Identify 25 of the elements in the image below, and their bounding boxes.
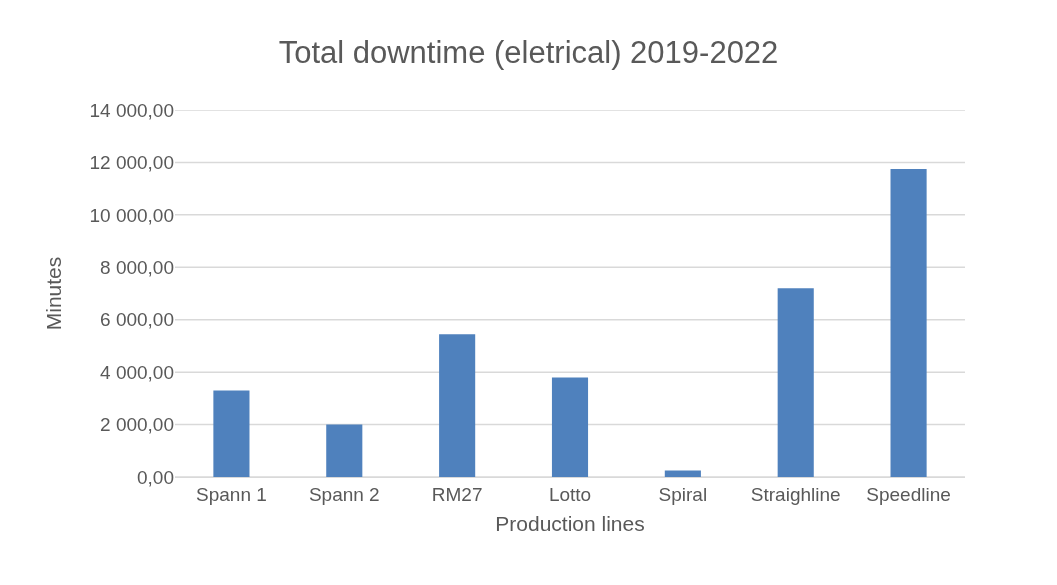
y-tick-label: 2 000,00 — [100, 414, 174, 436]
chart-title: Total downtime (eletrical) 2019-2022 — [278, 34, 779, 70]
bar — [213, 390, 250, 477]
x-tick-label: Lotto — [548, 483, 592, 505]
x-tick-label: RM27 — [431, 483, 483, 505]
y-tick-label: 6 000,00 — [100, 309, 174, 331]
y-axis-title: Minutes — [41, 256, 65, 331]
bar — [551, 377, 589, 477]
x-tick-label: Spiral — [658, 483, 708, 505]
x-tick-label: Spann 2 — [308, 483, 380, 505]
x-tick-label: Speedline — [866, 483, 951, 505]
x-tick-label: Spann 1 — [196, 483, 267, 505]
y-tick-label: 8 000,00 — [100, 256, 174, 278]
x-tick-label: Straighline — [750, 483, 841, 505]
y-tick-label: 0,00 — [137, 466, 174, 488]
bar — [439, 334, 476, 477]
x-axis-title: Production lines — [495, 512, 645, 535]
y-tick-label: 4 000,00 — [100, 361, 174, 383]
bar — [326, 424, 363, 477]
bar — [664, 470, 701, 477]
y-tick-label: 12 000,00 — [89, 152, 174, 174]
bar — [890, 168, 927, 477]
y-tick-label: 10 000,00 — [89, 204, 174, 226]
bar — [777, 288, 814, 477]
y-tick-label: 14 000,00 — [89, 99, 174, 121]
